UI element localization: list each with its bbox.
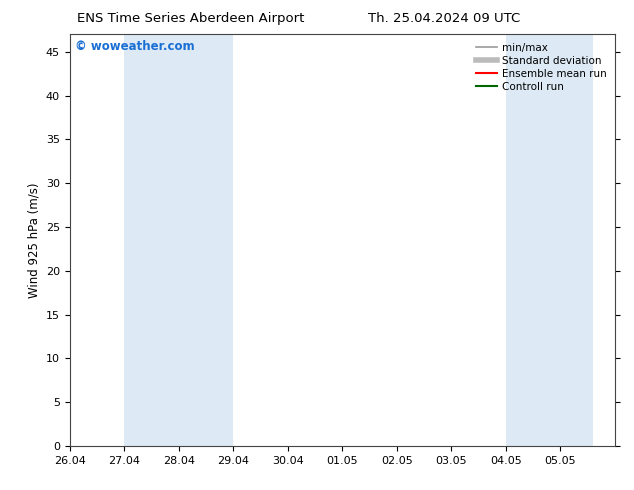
- Text: © woweather.com: © woweather.com: [75, 41, 195, 53]
- Legend: min/max, Standard deviation, Ensemble mean run, Controll run: min/max, Standard deviation, Ensemble me…: [473, 40, 610, 95]
- Bar: [506, 34, 593, 446]
- Y-axis label: Wind 925 hPa (m/s): Wind 925 hPa (m/s): [27, 182, 41, 298]
- Bar: [124, 34, 233, 446]
- Text: ENS Time Series Aberdeen Airport: ENS Time Series Aberdeen Airport: [77, 12, 304, 25]
- Text: Th. 25.04.2024 09 UTC: Th. 25.04.2024 09 UTC: [368, 12, 520, 25]
